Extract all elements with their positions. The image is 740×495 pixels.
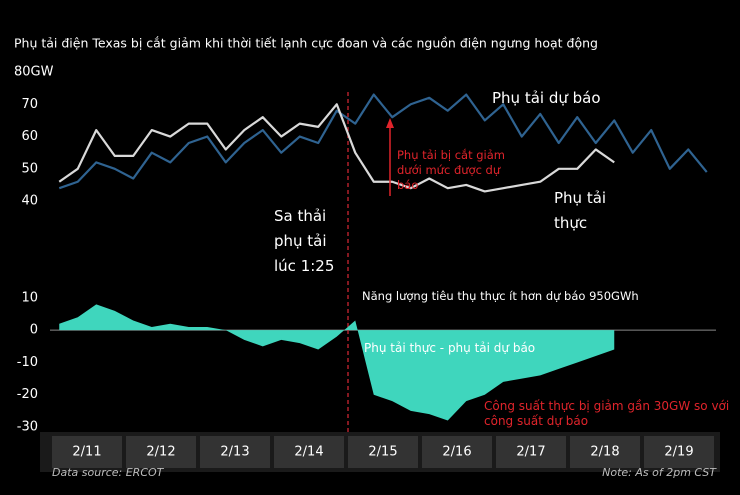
date-box [496,436,566,468]
load-shed-note: Sa thải phụ tải lúc 1:25 [274,207,335,275]
capacity-note: Công suất thực bị giảm gần 30GW so với c… [484,399,730,428]
y-tick-label: 40 [21,194,38,209]
date-box [348,436,418,468]
date-box [126,436,196,468]
y-tick-label: 10 [21,290,38,305]
x-tick-label: 2/13 [220,445,249,460]
date-box [200,436,270,468]
actual-label: Phụ tải thực [554,189,607,232]
y-tick-label: 80GW [14,65,54,80]
y-tick-label: 0 [30,323,38,338]
series-line [58,103,615,193]
arrow-head [386,118,394,128]
x-tick-label: 2/16 [442,445,471,460]
x-tick-label: 2/15 [368,445,397,460]
date-box [52,436,122,468]
date-box [422,436,492,468]
chart-title: Phụ tải điện Texas bị cắt giảm khi thời … [14,36,598,51]
diff-label: Phụ tải thực - phụ tải dự báo [364,341,536,355]
source: Data source: ERCOT [52,466,164,479]
date-box [274,436,344,468]
y-tick-label: 60 [21,129,38,144]
x-tick-label: 2/14 [294,445,323,460]
y-tick-label: 50 [21,161,38,176]
cut-note: Phụ tải bị cắt giảm dưới mức được dự báo [397,148,506,192]
diff-area [59,304,615,421]
note: Note: As of 2pm CST [602,466,716,479]
energy-note: Năng lượng tiêu thụ thực ít hơn dự báo 9… [362,289,639,303]
x-tick-label: 2/18 [590,445,619,460]
x-tick-label: 2/12 [146,445,175,460]
y-tick-label: -20 [17,387,38,402]
date-box [644,436,714,468]
x-tick-label: 2/19 [664,445,693,460]
forecast-label: Phụ tải dự báo [492,89,601,107]
y-tick-label: -30 [17,420,38,435]
y-tick-label: -10 [17,355,38,370]
y-tick-label: 70 [21,97,38,112]
date-box [570,436,640,468]
x-tick-label: 2/11 [72,445,101,460]
x-tick-label: 2/17 [516,445,545,460]
series-line [58,93,708,190]
